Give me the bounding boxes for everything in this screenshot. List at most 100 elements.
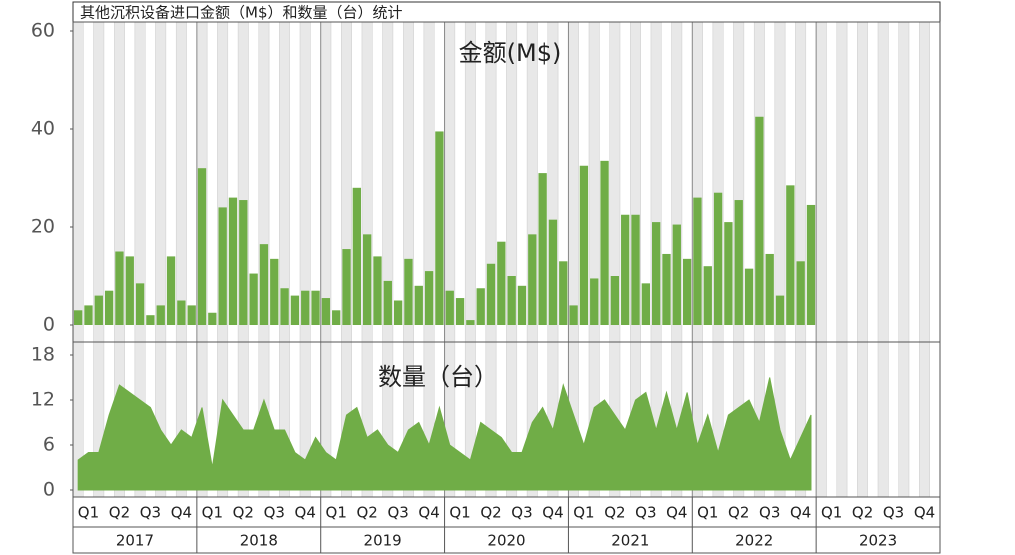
panel-title: 数量（台） [378, 363, 498, 391]
y-tick-label: 60 [31, 20, 55, 42]
bar [239, 200, 248, 325]
bar [507, 276, 516, 325]
quarter-label: Q1 [78, 504, 99, 522]
quarter-label: Q3 [883, 504, 904, 522]
month-band [898, 341, 910, 498]
bar [424, 271, 434, 325]
quarter-label: Q2 [480, 504, 501, 522]
month-band [867, 341, 879, 498]
quarter-label: Q3 [140, 504, 161, 522]
month-band [568, 21, 580, 343]
quarter-label: Q1 [202, 504, 223, 522]
year-label: 2022 [735, 532, 773, 550]
bar [393, 300, 403, 325]
y-tick-label: 20 [31, 216, 55, 238]
bar [94, 295, 103, 325]
quarter-label: Q4 [914, 504, 935, 522]
bar [280, 288, 289, 325]
month-band [877, 341, 889, 498]
chart-title: 其他沉积设备进口金额（M$）和数量（台）统计 [80, 4, 403, 22]
bar [455, 298, 465, 325]
quarter-label: Q1 [697, 504, 718, 522]
month-band [72, 21, 84, 343]
bar [548, 219, 558, 325]
bar [486, 263, 496, 325]
y-tick-label: 40 [31, 118, 55, 140]
quarter-label: Q3 [264, 504, 285, 522]
area [77, 377, 812, 491]
month-band [815, 341, 827, 498]
bar [786, 185, 795, 325]
bar [363, 234, 372, 325]
month-band [908, 341, 920, 498]
bar [197, 168, 207, 325]
bar [187, 305, 196, 325]
bar [125, 256, 134, 325]
bar [249, 273, 258, 325]
bar [744, 268, 754, 325]
quarter-label: Q2 [852, 504, 873, 522]
quarter-label: Q3 [759, 504, 780, 522]
quarter-label: Q2 [233, 504, 254, 522]
bar [104, 290, 114, 325]
quarter-label: Q4 [295, 504, 316, 522]
bar [517, 285, 527, 325]
year-label: 2020 [487, 532, 525, 550]
month-band [826, 21, 838, 343]
bar [177, 300, 186, 325]
quarter-label: Q3 [387, 504, 408, 522]
bar [755, 116, 764, 325]
bar [569, 305, 578, 325]
bar [332, 310, 341, 325]
y-tick-label: 18 [31, 344, 55, 366]
bar [600, 160, 609, 325]
bar [662, 253, 671, 325]
month-band [330, 21, 342, 343]
year-label: 2019 [364, 532, 402, 550]
month-band [289, 21, 301, 343]
bar [682, 258, 692, 325]
bar [538, 173, 547, 325]
bar [713, 192, 723, 325]
bar [806, 204, 816, 325]
month-band [206, 21, 218, 343]
bar [435, 131, 444, 325]
bar [373, 256, 382, 325]
bar [466, 320, 475, 325]
month-band [888, 21, 899, 343]
month-band [867, 21, 879, 343]
bar [84, 305, 93, 325]
bar [693, 197, 702, 325]
month-band [454, 21, 466, 343]
year-label: 2023 [859, 532, 897, 550]
month-band [815, 21, 827, 343]
quarter-label: Q1 [573, 504, 594, 522]
quarter-label: Q2 [604, 504, 625, 522]
month-band [846, 21, 858, 343]
quarter-label: Q3 [511, 504, 532, 522]
month-band [774, 21, 786, 343]
y-tick-label: 0 [43, 479, 55, 501]
y-tick-label: 12 [31, 389, 55, 411]
bar [734, 200, 743, 325]
bar [476, 288, 485, 325]
bar [559, 261, 568, 325]
bar [74, 310, 83, 325]
bar [775, 295, 785, 325]
bar [404, 258, 413, 325]
month-band [888, 341, 899, 498]
bar [528, 234, 537, 325]
panel-title: 金额(M$) [459, 39, 562, 67]
month-band [93, 21, 105, 343]
bar [311, 290, 320, 325]
bar [383, 280, 392, 325]
month-band [145, 21, 156, 343]
x-axis-box [72, 496, 941, 554]
bar [228, 197, 238, 325]
bar [135, 283, 145, 325]
bar [352, 187, 361, 325]
bar [166, 256, 176, 325]
quarter-label: Q2 [356, 504, 377, 522]
month-band [857, 341, 869, 498]
bar [672, 224, 681, 325]
